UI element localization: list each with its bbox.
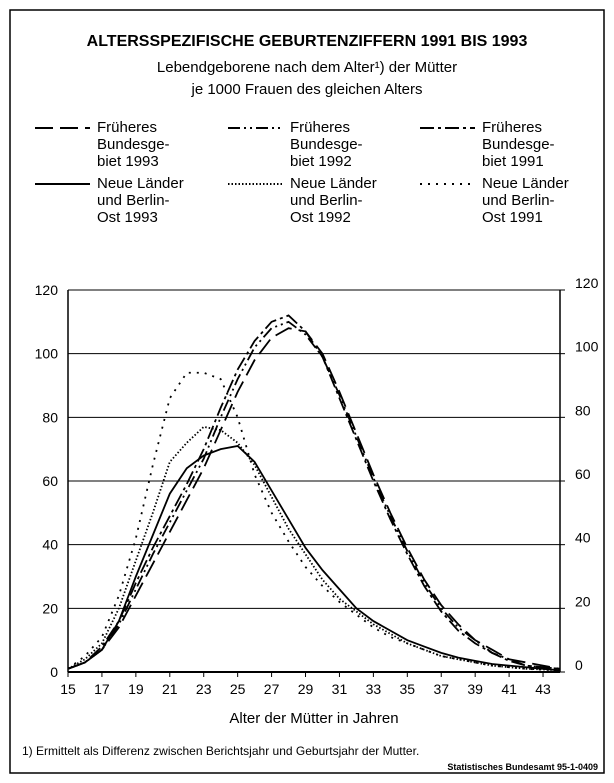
legend-label: Früheres Bundesge-biet 1993: [97, 119, 170, 170]
y2-tick-label: 120: [575, 275, 599, 291]
x-tick-label: 37: [433, 681, 449, 697]
frame: [9, 9, 605, 774]
series-line: [67, 445, 561, 672]
y2-tick-label: 80: [575, 402, 591, 418]
x-tick-label: 25: [230, 681, 246, 697]
x-tick-label: 17: [94, 681, 110, 697]
chart-title: ALTERSSPEZIFISCHE GEBURTENZIFFERN 1991 B…: [87, 33, 528, 50]
y2-tick-label: 0: [575, 657, 583, 673]
x-tick-label: 35: [400, 681, 416, 697]
legend-label: Neue Länder und Berlin-Ost 1992: [290, 175, 377, 226]
footnote: 1) Ermittelt als Differenz zwischen Beri…: [22, 744, 419, 758]
chart-subtitle: je 1000 Frauen des gleichen Alters: [191, 81, 423, 98]
legend-label: Früheres Bundesge-biet 1992: [290, 119, 363, 170]
y-tick-label: 0: [50, 664, 58, 680]
series-line: [67, 327, 561, 670]
y-tick-label: 60: [42, 473, 58, 489]
legend-label: Neue Länder und Berlin-Ost 1991: [482, 175, 569, 226]
x-tick-label: 31: [332, 681, 348, 697]
y-tick-label: 80: [42, 409, 58, 425]
x-tick-label: 33: [366, 681, 382, 697]
x-tick-label: 29: [298, 681, 314, 697]
x-tick-label: 41: [501, 681, 517, 697]
y2-tick-label: 60: [575, 466, 591, 482]
chart-subtitle: Lebendgeborene nach dem Alter¹) der Mütt…: [157, 59, 457, 76]
y-tick-label: 120: [35, 282, 59, 298]
y-tick-label: 40: [42, 537, 58, 553]
legend-label: Früheres Bundesge-biet 1991: [482, 119, 555, 170]
x-tick-label: 15: [60, 681, 76, 697]
x-tick-label: 39: [467, 681, 483, 697]
y2-tick-label: 100: [575, 339, 599, 355]
y-tick-label: 20: [42, 600, 58, 616]
y2-tick-label: 40: [575, 530, 591, 546]
x-tick-label: 19: [128, 681, 144, 697]
source: Statistisches Bundesamt 95-1-0409: [447, 762, 598, 772]
y2-tick-label: 20: [575, 593, 591, 609]
series-line: [67, 320, 561, 670]
series-line: [67, 314, 561, 670]
x-tick-label: 21: [162, 681, 178, 697]
x-tick-label: 43: [535, 681, 551, 697]
legend-label: Neue Länder und Berlin-Ost 1993: [97, 175, 184, 226]
x-tick-label: 27: [264, 681, 280, 697]
x-axis-label: Alter der Mütter in Jahren: [229, 710, 398, 727]
y-tick-label: 100: [35, 346, 59, 362]
x-tick-label: 23: [196, 681, 212, 697]
series-line: [67, 425, 561, 672]
